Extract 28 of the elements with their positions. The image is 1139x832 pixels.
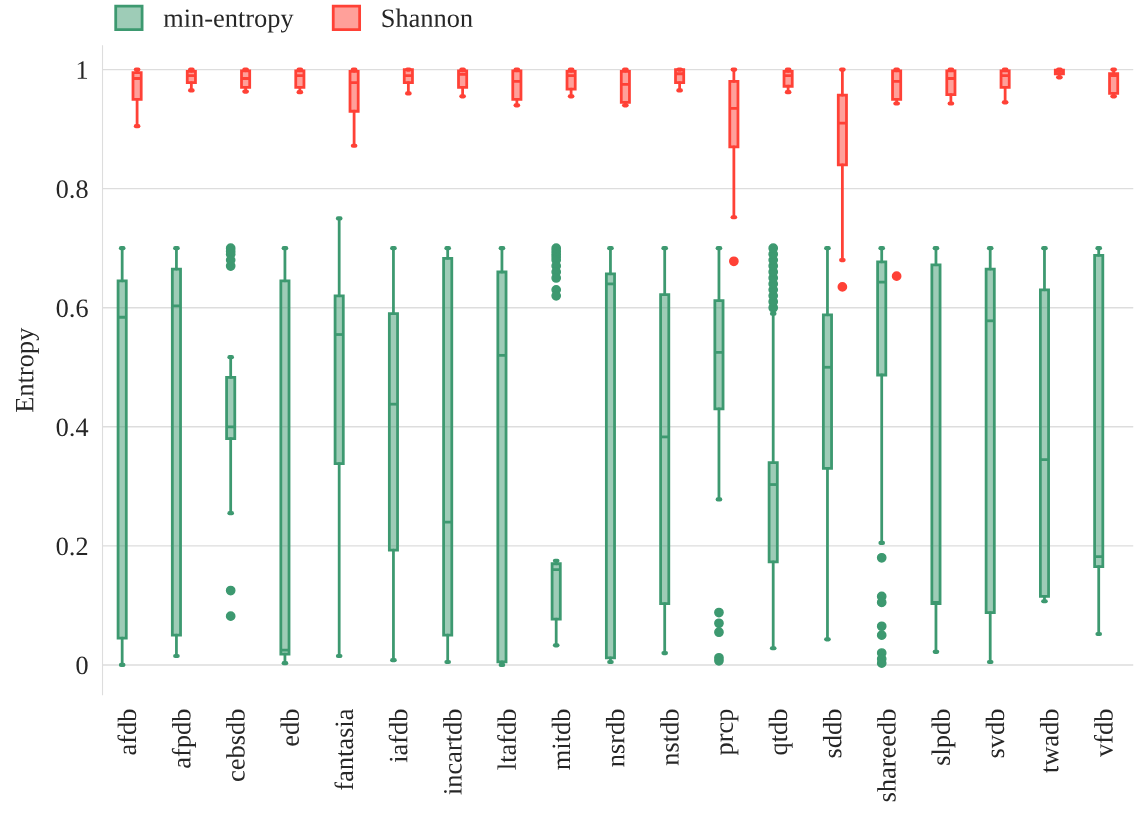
y-tick-label: 0.8 (56, 180, 88, 199)
legend-label: Shannon (382, 8, 473, 28)
x-tick-label: mitdb (551, 709, 571, 770)
y-tick-label: 1 (77, 61, 88, 79)
legend-label: min-entropy (163, 9, 294, 33)
x-tick-label: fantasia (334, 708, 354, 790)
x-tick-label: afdb (117, 709, 137, 755)
x-tick-label: afpdb (171, 709, 196, 768)
x-tick-label: twadb (1039, 709, 1059, 773)
x-tick-label: incartdb (443, 709, 462, 795)
x-tick-label: cebsdb (226, 709, 245, 781)
x-tick-label: slpdb (931, 709, 956, 765)
x-tick-label: nstdb (660, 709, 679, 766)
y-tick-label: 0.2 (56, 537, 88, 556)
x-tick-label: iafdb (388, 709, 408, 763)
y-tick-label: 0 (76, 656, 88, 675)
x-tick-label: edb (280, 709, 299, 746)
y-tick-label: 0.6 (56, 299, 88, 318)
x-tick-label: qtdb (768, 709, 793, 755)
x-tick-label: shareedb (877, 709, 896, 802)
y-axis-title: Entropy (15, 327, 39, 412)
x-tick-label: svdb (985, 709, 1005, 758)
x-tick-label: sddb (822, 709, 842, 758)
y-tick-label: 0.4 (56, 418, 89, 437)
x-tick-label: ltafdb (497, 709, 517, 770)
x-tick-label: vfdb (1093, 709, 1113, 757)
x-tick-label: nsrdb (605, 709, 625, 767)
x-tick-label: prcp (720, 709, 739, 756)
